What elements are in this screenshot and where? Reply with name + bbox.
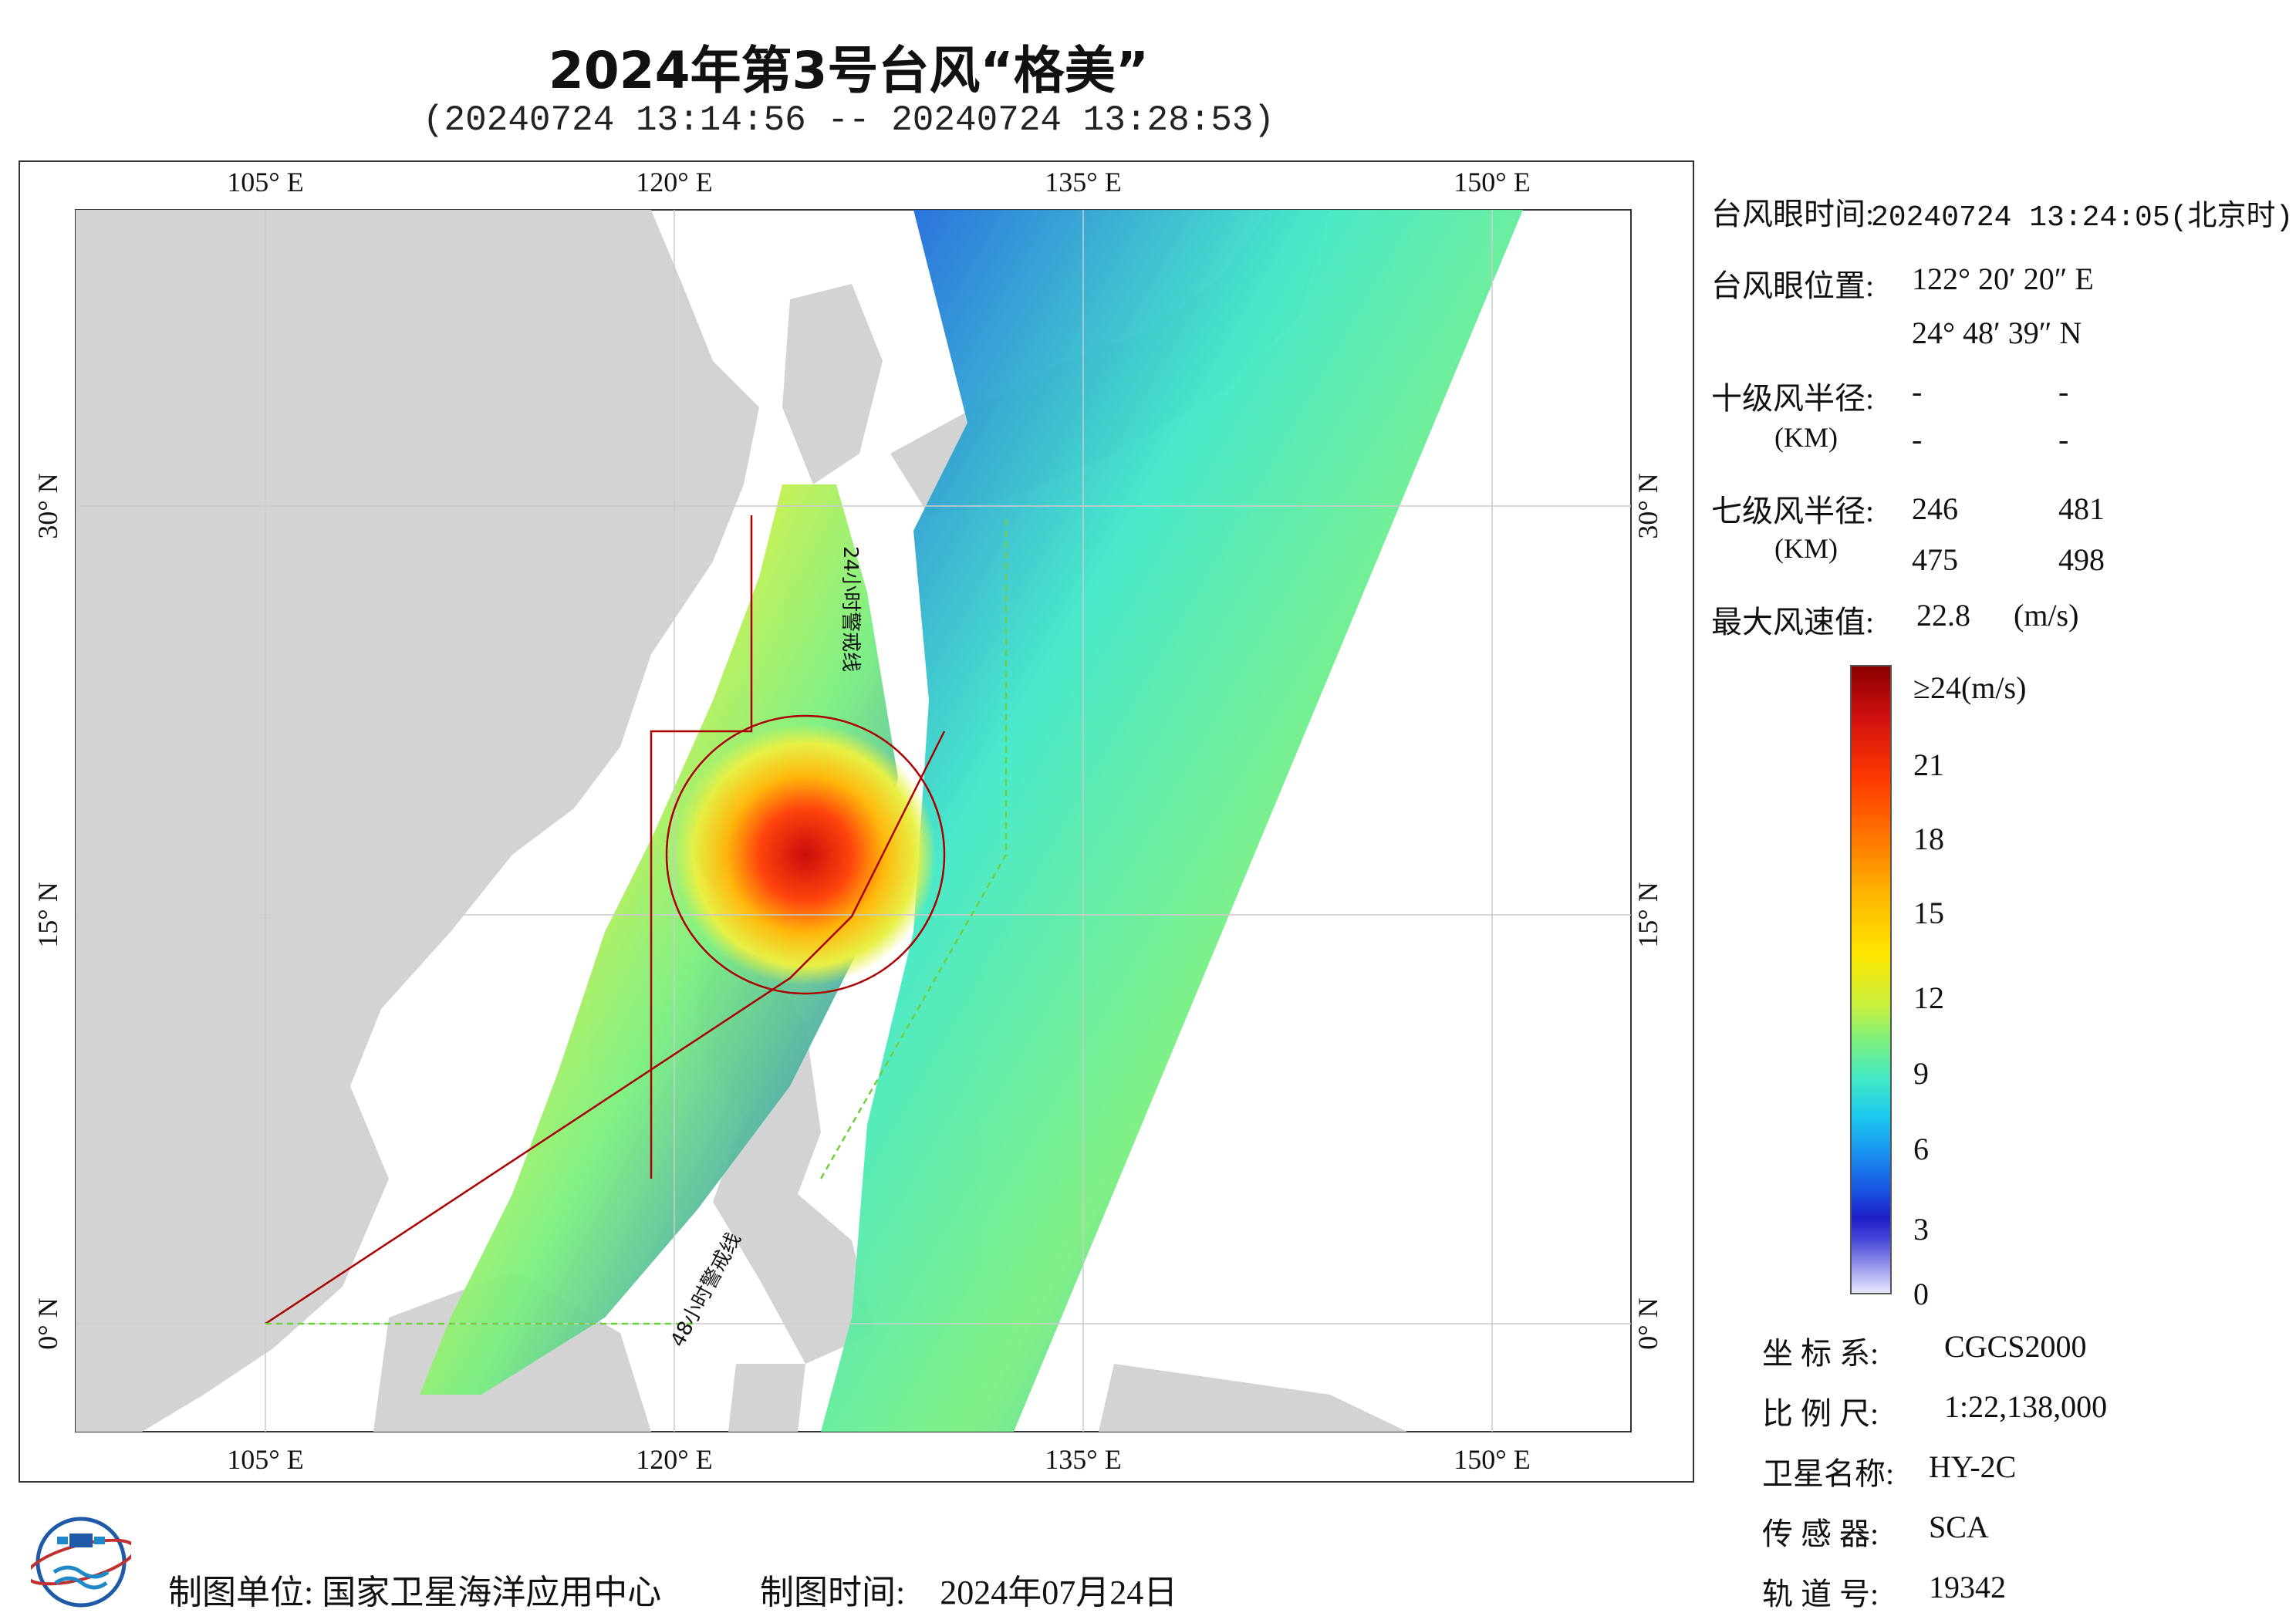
colorbar-label-12: 12 <box>1913 980 1944 1015</box>
top-lon-105: 105° E <box>227 167 303 197</box>
top-lon-120: 120° E <box>636 167 712 197</box>
colorbar-label-3: 3 <box>1913 1212 1929 1247</box>
left-lat-30: 30° N <box>32 473 63 538</box>
max-wind-label: 最大风速值: <box>1711 605 1875 639</box>
footer-time-label: 制图时间: <box>760 1574 906 1611</box>
colorbar-label-0: 0 <box>1913 1277 1929 1311</box>
right-lat-30: 30° N <box>1633 473 1663 538</box>
axis-labels: 105° E 120° E 135° E 150° E 105° E 120° … <box>32 167 1663 1475</box>
map-subtitle: (20240724 13:14:56 -- 20240724 13:28:53) <box>422 100 1275 140</box>
r7-unit: (KM) <box>1774 533 1838 564</box>
satellite-value: HY-2C <box>1929 1449 2017 1484</box>
bottom-lon-150: 150° E <box>1454 1444 1530 1475</box>
r10-value-4: - <box>2058 422 2069 457</box>
eye-lat: 24° 48′ 39″ N <box>1912 315 2082 350</box>
r10-value-3: - <box>1912 422 1923 457</box>
max-wind-value: 22.8 <box>1916 598 1970 633</box>
r7-value-3: 475 <box>1912 542 1958 577</box>
r10-value-2: - <box>2058 374 2069 409</box>
sensor-value: SCA <box>1929 1510 1989 1544</box>
colorbar-label-15: 15 <box>1913 896 1944 930</box>
colorbar-label-24: ≥24(m/s) <box>1913 670 2027 705</box>
swath-west <box>420 484 898 1395</box>
colorbar-label-18: 18 <box>1913 822 1944 856</box>
footer-unit-value: 国家卫星海洋应用中心 <box>322 1574 662 1611</box>
footer-unit: 制图单位: 国家卫星海洋应用中心 <box>168 1564 661 1614</box>
track-line <box>265 731 946 1325</box>
crs-value: CGCS2000 <box>1944 1329 2087 1364</box>
r7-label: 七级风半径: <box>1711 494 1875 528</box>
eye-time-value: 20240724 13:24:05(北京时) <box>1871 201 2294 235</box>
r10-value-1: - <box>1912 374 1923 409</box>
wind-speed-colorbar <box>1850 665 1892 1294</box>
right-lat-0: 0° N <box>1633 1297 1663 1349</box>
colorbar-label-21: 21 <box>1913 747 1944 782</box>
eye-pos-label: 台风眼位置: <box>1711 268 1875 303</box>
left-lat-15: 15° N <box>32 882 63 947</box>
wind-field-map[interactable]: 105° E 120° E 135° E 150° E 105° E 120° … <box>19 160 1694 1483</box>
footer-unit-label: 制图单位: <box>168 1574 314 1611</box>
bottom-lon-120: 120° E <box>636 1444 712 1475</box>
eye-lon: 122° 20′ 20″ E <box>1912 262 2094 296</box>
eye-time-label: 台风眼时间: <box>1711 197 1875 231</box>
r7-value-2: 481 <box>2058 491 2105 526</box>
r10-label: 十级风半径: <box>1711 381 1875 416</box>
top-lon-135: 135° E <box>1045 167 1121 197</box>
orbit-label: 轨 道 号: <box>1762 1577 1879 1611</box>
orbit-value: 19342 <box>1929 1570 2006 1604</box>
crs-label: 坐 标 系: <box>1762 1336 1879 1371</box>
r7-value-4: 498 <box>2058 542 2105 577</box>
r7-value-1: 246 <box>1912 491 1958 526</box>
wind-swaths <box>420 210 1523 1432</box>
footer-time: 制图时间: 2024年07月24日 <box>760 1564 1177 1614</box>
warning-line-24h <box>650 515 753 1179</box>
warning-label-24h: 24小时警戒线 <box>839 546 862 672</box>
scale-label: 比 例 尺: <box>1762 1396 1879 1431</box>
left-lat-0: 0° N <box>32 1297 63 1349</box>
top-lon-150: 150° E <box>1454 167 1530 197</box>
map-title: 2024年第3号台风“格美” <box>548 41 1150 100</box>
colorbar-label-6: 6 <box>1913 1132 1929 1166</box>
footer-time-value: 2024年07月24日 <box>940 1574 1178 1611</box>
scale-value: 1:22,138,000 <box>1944 1389 2108 1424</box>
colorbar-label-9: 9 <box>1913 1056 1929 1091</box>
max-wind-unit: (m/s) <box>2014 598 2079 633</box>
nsoas-logo-icon <box>31 1517 131 1608</box>
radius-7-circle <box>665 714 946 995</box>
r10-unit: (KM) <box>1774 422 1838 453</box>
warning-line-48h <box>265 515 1008 1325</box>
sensor-label: 传 感 器: <box>1762 1517 1879 1551</box>
typhoon-track <box>265 515 1008 1325</box>
swath-east <box>821 210 1523 1432</box>
map-frame <box>19 160 1694 1483</box>
right-lat-15: 15° N <box>1633 882 1663 947</box>
satellite-label: 卫星名称: <box>1762 1456 1895 1491</box>
bottom-lon-105: 105° E <box>227 1444 303 1475</box>
bottom-lon-135: 135° E <box>1045 1444 1121 1475</box>
typhoon-core-swath <box>674 724 937 986</box>
